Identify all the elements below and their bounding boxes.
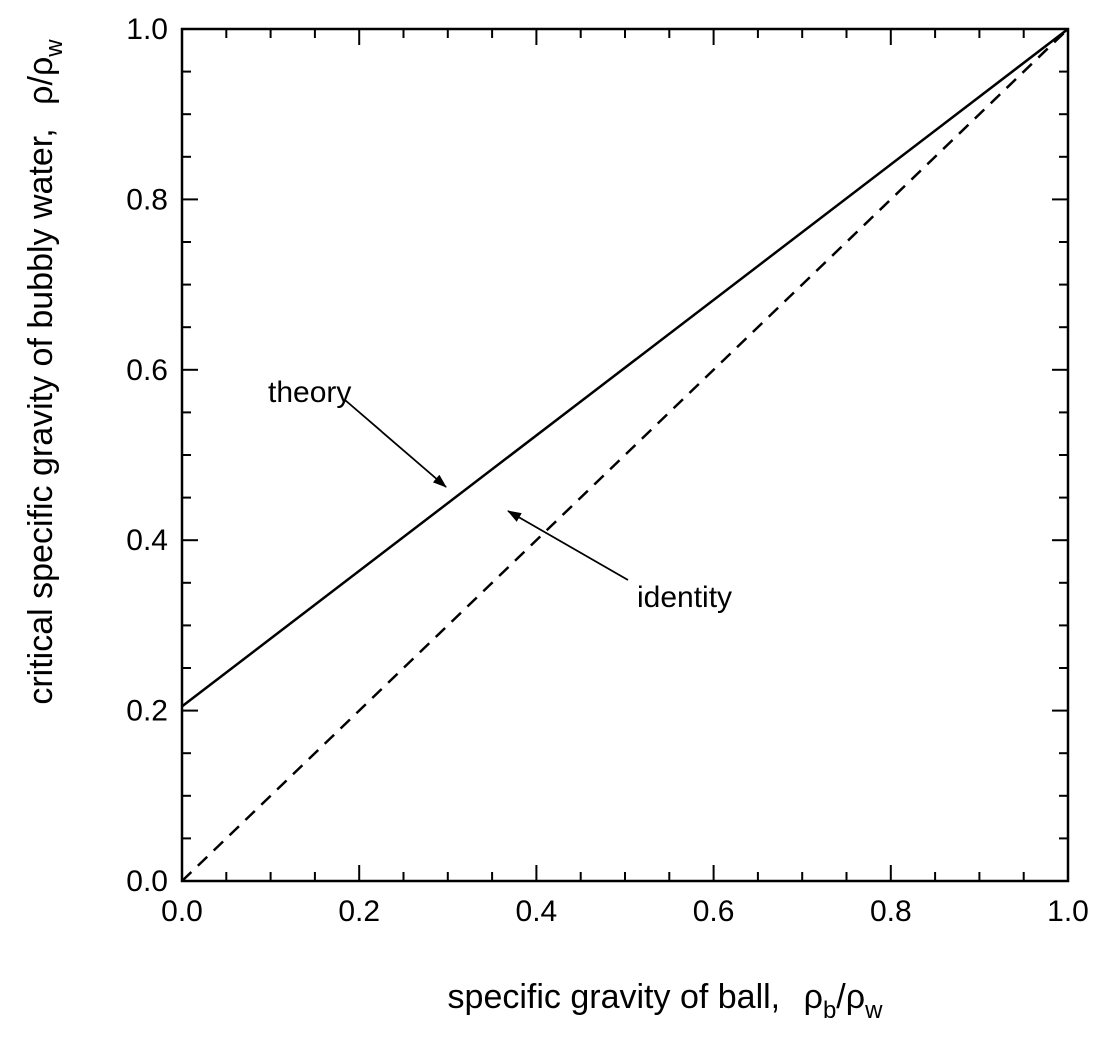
- series-group: [181, 28, 1069, 882]
- y-tick-label: 0.2: [126, 695, 168, 728]
- y-tick-label: 1.0: [126, 13, 168, 46]
- x-tick-label: 0.0: [161, 895, 203, 928]
- y-axis-label-text: critical specific gravity of bubbly wate…: [22, 128, 60, 704]
- x-symbol-sub2: w: [864, 997, 883, 1024]
- annotations: theory identity: [268, 376, 732, 614]
- x-axis-label: specific gravity of ball, ρb/ρw: [448, 978, 884, 1024]
- series-line-identity: [181, 28, 1069, 882]
- annotation-arrow-theory: [344, 399, 447, 488]
- x-tick-label: 0.4: [516, 895, 558, 928]
- y-axis-label: critical specific gravity of bubbly wate…: [22, 39, 68, 705]
- x-symbol-sub: b: [823, 997, 836, 1024]
- y-symbol-sub2: w: [41, 39, 68, 58]
- y-tick-label: 0.8: [126, 183, 168, 216]
- y-tick-label: 0.0: [126, 865, 168, 898]
- x-symbol-slash: /: [836, 978, 846, 1016]
- y-symbol-base: ρ: [22, 86, 60, 105]
- tick-labels: 0.0 0.2 0.4 0.6 0.8 1.0 0.0 0.2 0.4 0.6 0.8 1.0: [126, 13, 1089, 928]
- y-symbol-base2: ρ: [22, 57, 60, 76]
- y-tick-label: 0.4: [126, 524, 168, 557]
- x-symbol-base: ρ: [804, 978, 823, 1016]
- y-tick-label: 0.6: [126, 354, 168, 387]
- x-tick-label: 1.0: [1047, 895, 1089, 928]
- x-tick-label: 0.6: [693, 895, 735, 928]
- series-line-theory: [181, 28, 1069, 708]
- x-axis-label-text: specific gravity of ball,: [448, 978, 781, 1016]
- x-symbol-base2: ρ: [846, 978, 865, 1016]
- annotation-label-theory: theory: [268, 376, 351, 409]
- annotation-label-identity: identity: [637, 581, 732, 614]
- x-tick-label: 0.8: [870, 895, 912, 928]
- y-symbol-slash: /: [22, 76, 60, 86]
- plot-frame: [180, 27, 1070, 883]
- x-tick-label: 0.2: [338, 895, 380, 928]
- annotation-arrow-identity: [507, 510, 629, 581]
